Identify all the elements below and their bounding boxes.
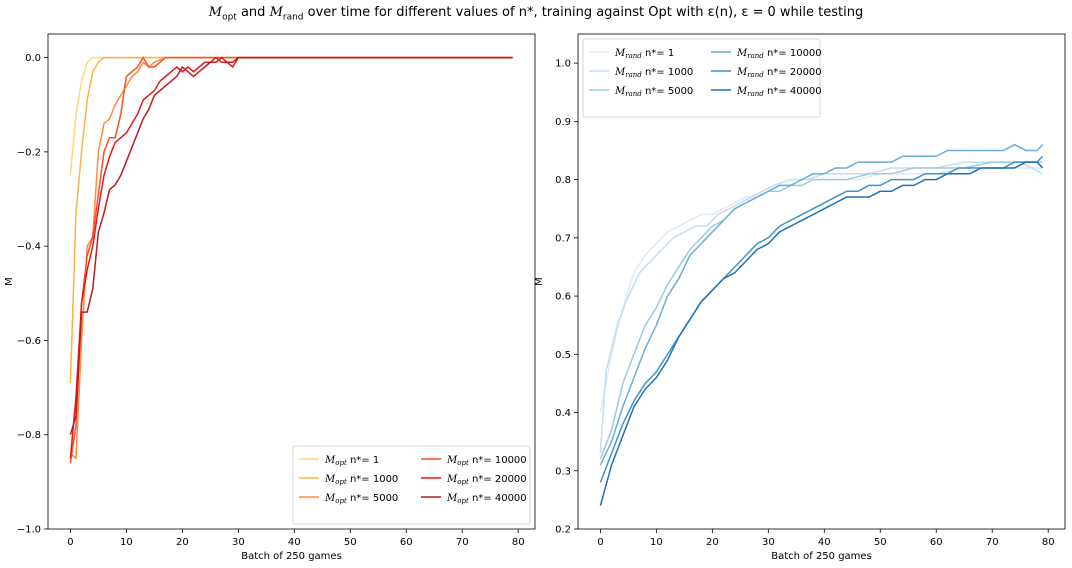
y-tick-label: 0.4 — [555, 408, 571, 419]
legend-label: Mopt n*= 40000 — [446, 493, 527, 505]
legend-box — [292, 445, 531, 525]
legend-label: Mrand n*= 1 — [614, 48, 674, 60]
x-tick-label: 10 — [120, 537, 133, 548]
series-line-4 — [69, 56, 513, 464]
chart-panel-1: 0 10 20 30 40 50 60 70 80 −1.0 −0.8 −0.6 −0.4 −0.2 0.0… — [4, 33, 536, 562]
legend: Mrand n*= 1 Mrand n*= 1000 Mrand n*= 5000 M… — [582, 38, 822, 118]
series-line-2 — [69, 56, 513, 383]
x-tick-label: 70 — [456, 537, 469, 548]
axes-frame — [47, 33, 536, 530]
y-tick-label: 0.3 — [555, 466, 571, 477]
x-tick-label: 20 — [706, 537, 719, 548]
y-tick-label: 1.0 — [555, 59, 571, 70]
y-axis-label: M — [534, 277, 545, 286]
x-tick-label: 0 — [67, 537, 73, 548]
y-tick-label: −0.8 — [17, 430, 41, 441]
y-tick-label: 0.8 — [555, 175, 571, 186]
x-tick-label: 60 — [930, 537, 943, 548]
series-line-2 — [599, 161, 1043, 454]
y-tick-label: 0.6 — [555, 292, 571, 303]
x-tick-label: 70 — [986, 537, 999, 548]
y-tick-label: −0.6 — [17, 336, 41, 347]
y-tick-label: 0.5 — [555, 350, 571, 361]
axes-frame — [577, 33, 1066, 530]
legend-label: Mopt n*= 10000 — [446, 455, 527, 467]
x-tick-label: 60 — [400, 537, 413, 548]
y-axis-label: M — [4, 277, 15, 286]
legend: Mopt n*= 1 Mopt n*= 1000 Mopt n*= 5000 Mopt… — [292, 445, 531, 525]
x-tick-label: 30 — [762, 537, 775, 548]
y-tick-label: 0.0 — [25, 53, 41, 64]
x-tick-label: 80 — [512, 537, 525, 548]
legend-label: Mopt n*= 20000 — [446, 474, 527, 486]
series-line-5 — [69, 56, 513, 459]
legend-label: Mrand n*= 40000 — [736, 86, 822, 98]
x-tick-label: 0 — [597, 537, 603, 548]
figure-title: Mopt and Mrand over time for different v… — [208, 5, 864, 23]
x-axis-label: Batch of 250 games — [771, 551, 872, 562]
y-tick-label: −0.4 — [17, 242, 41, 253]
x-tick-label: 40 — [818, 537, 831, 548]
series-line-6 — [69, 56, 513, 435]
x-tick-label: 30 — [232, 537, 245, 548]
y-tick-label: 0.9 — [555, 117, 571, 128]
x-tick-label: 40 — [288, 537, 301, 548]
x-axis-label: Batch of 250 games — [241, 551, 342, 562]
x-tick-label: 50 — [344, 537, 357, 548]
x-tick-label: 80 — [1042, 537, 1055, 548]
series-line-6 — [599, 161, 1044, 506]
x-tick-label: 20 — [176, 537, 189, 548]
y-tick-label: 0.2 — [555, 525, 571, 536]
legend-label: Mrand n*= 10000 — [736, 48, 822, 60]
y-tick-label: −0.2 — [17, 147, 41, 158]
legend-label: Mrand n*= 5000 — [614, 86, 693, 98]
legend-label: Mopt n*= 1 — [324, 455, 379, 467]
series-line-3 — [69, 56, 513, 460]
legend-label: Mopt n*= 1000 — [324, 474, 398, 486]
x-tick-label: 50 — [874, 537, 887, 548]
legend-box — [582, 38, 821, 118]
legend-label: Mopt n*= 5000 — [324, 493, 398, 505]
y-tick-label: −1.0 — [17, 525, 41, 536]
legend-label: Mrand n*= 1000 — [614, 67, 693, 79]
legend-label: Mrand n*= 20000 — [736, 67, 822, 79]
y-tick-label: 0.7 — [555, 233, 571, 244]
series-line-3 — [599, 161, 1043, 460]
series-line-5 — [599, 155, 1044, 483]
series-line-4 — [599, 143, 1044, 466]
chart-panel-2: 0 10 20 30 40 50 60 70 80 0.2 0.3 0.4 0.5 0.6 0.7 0.8 0.… — [534, 33, 1066, 562]
x-tick-label: 10 — [650, 537, 663, 548]
